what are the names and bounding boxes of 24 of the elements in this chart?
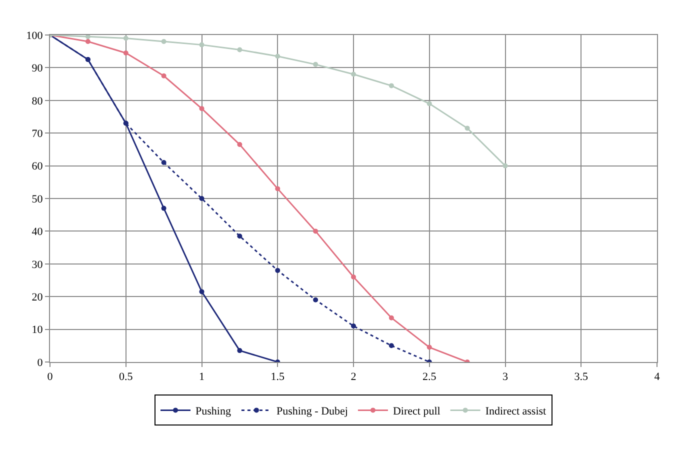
y-tick-label: 60: [32, 160, 44, 173]
x-tick-label: 1.5: [270, 371, 286, 384]
legend-label: Indirect assist: [485, 405, 546, 418]
y-tick-label: 100: [26, 30, 44, 42]
y-tick-label: 90: [32, 62, 44, 75]
y-tick-label: 50: [32, 193, 44, 206]
legend-label: Pushing - Dubej: [276, 405, 348, 418]
x-tick-label: 2.5: [422, 371, 437, 384]
x-tick-label: 3: [502, 371, 508, 384]
x-tick-label: 2: [350, 371, 356, 384]
x-tick-label: 0: [47, 371, 54, 384]
y-tick-label: 20: [32, 291, 44, 304]
y-tick-label: 40: [32, 226, 44, 238]
x-tick-label: 1: [199, 371, 204, 384]
y-tick-label: 10: [32, 324, 44, 336]
legend-label: Direct pull: [392, 405, 440, 418]
legend-label: Pushing: [196, 405, 232, 418]
x-tick-label: 3.5: [574, 371, 589, 384]
y-tick-label: 30: [32, 258, 44, 271]
y-tick-label: 0: [37, 356, 44, 369]
y-tick-label: 80: [32, 95, 44, 108]
y-tick-label: 70: [32, 128, 44, 140]
x-tick-label: 4: [654, 371, 660, 384]
x-tick-label: 0.5: [119, 371, 134, 384]
